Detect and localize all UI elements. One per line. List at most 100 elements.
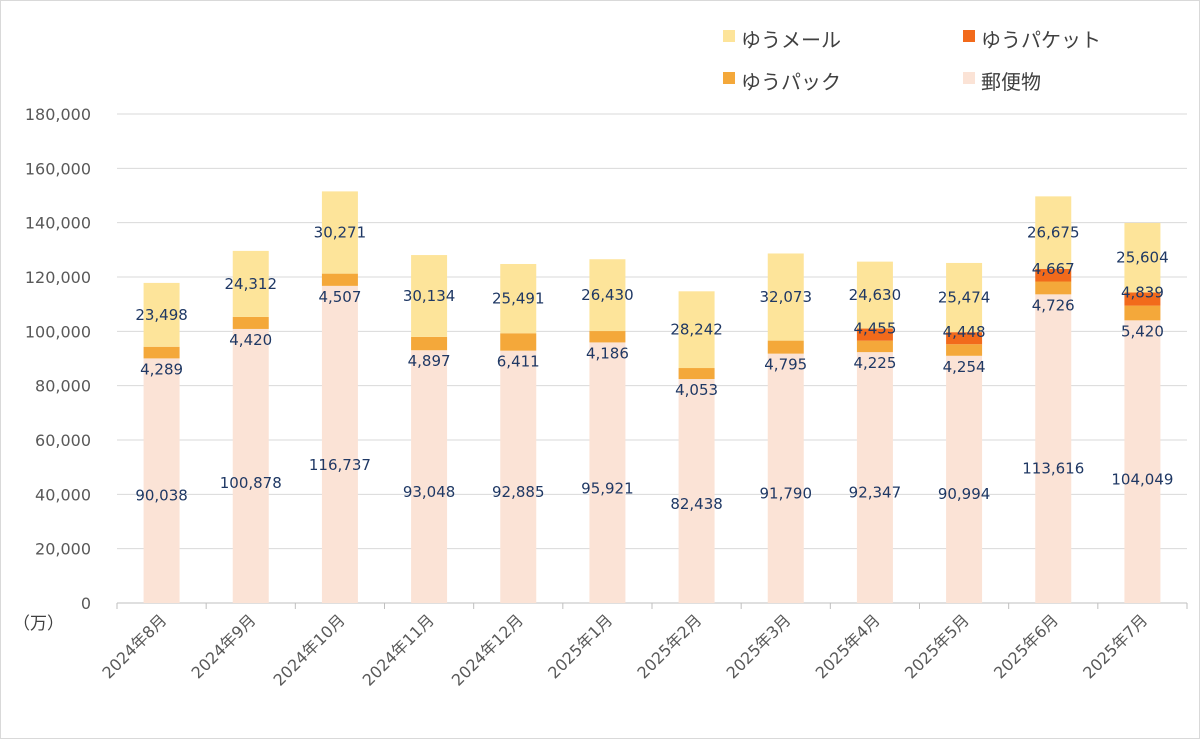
data-label: 25,604 [1116, 249, 1169, 267]
bar-segment [589, 259, 626, 332]
data-label: 4,289 [140, 360, 183, 378]
bar-segment [946, 262, 983, 333]
data-label: 5,420 [1121, 322, 1164, 340]
bar-segment [1035, 196, 1072, 269]
bar-segment [1124, 305, 1161, 321]
legend-label: ゆうパック [741, 70, 841, 94]
y-tick-label: 40,000 [35, 485, 91, 504]
y-tick-label: 100,000 [25, 322, 91, 341]
bar-segment [411, 336, 448, 351]
bar-segment [232, 250, 269, 317]
legend-swatch [963, 72, 975, 84]
y-tick-label: 60,000 [35, 431, 91, 450]
data-label: 90,994 [938, 485, 991, 503]
data-label: 95,921 [581, 480, 634, 498]
gridlines [116, 113, 1188, 609]
data-label: 26,430 [581, 286, 634, 304]
bar-segment [856, 261, 893, 329]
bar-segment [232, 316, 269, 329]
bar-segment [411, 255, 448, 337]
data-label: 4,667 [1032, 260, 1075, 278]
bar-segment [1124, 320, 1161, 603]
bar-segment [767, 253, 804, 341]
x-tick-label: 2024年10月 [269, 610, 348, 689]
data-label: 4,795 [764, 356, 807, 374]
data-label: 113,616 [1022, 459, 1084, 477]
y-tick-label: 180,000 [25, 105, 91, 124]
data-label: 4,186 [586, 344, 629, 362]
bar-segment [678, 379, 715, 603]
data-label: 104,049 [1111, 470, 1173, 488]
bar-segment [411, 350, 448, 603]
bar-segment [232, 328, 269, 603]
bar-segment [589, 331, 626, 343]
x-tick-label: 2025年7月 [1079, 610, 1151, 682]
data-label: 4,839 [1121, 283, 1164, 301]
x-tick-label: 2024年8月 [98, 610, 170, 682]
data-label: 4,507 [318, 288, 361, 306]
legend-label: ゆうメール [741, 28, 841, 52]
y-axis: 0 20,000 40,000 60,000 80,000 100,000 120,000 1… [25, 105, 91, 613]
bar-segment [946, 332, 983, 345]
data-label: 4,455 [853, 320, 896, 338]
y-tick-label: 120,000 [25, 268, 91, 287]
data-label: 25,474 [938, 289, 991, 307]
data-label: 30,271 [314, 224, 367, 242]
x-tick-label: 2025年5月 [901, 610, 973, 682]
data-label: 82,438 [670, 495, 723, 513]
bar-segment [1124, 222, 1161, 293]
bar-segment [856, 340, 893, 353]
bar-segment [1035, 268, 1072, 282]
bars [143, 191, 1161, 603]
bar-segment [856, 352, 893, 603]
data-label: 4,897 [408, 352, 451, 370]
y-tick-label: 160,000 [25, 159, 91, 178]
x-axis: 2024年8月 2024年9月 2024年10月 2024年11月 2024年12月 20… [98, 610, 1151, 689]
data-label: 32,073 [760, 288, 813, 306]
bar-segment [321, 273, 358, 286]
bar-segment [767, 340, 804, 354]
data-label: 4,225 [853, 354, 896, 372]
bar-segment [678, 368, 715, 380]
data-label: 90,038 [135, 486, 188, 504]
bar-segment [946, 344, 983, 356]
data-label: 4,254 [943, 358, 986, 376]
bar-segment [856, 328, 893, 341]
x-tick-label: 2025年6月 [990, 610, 1062, 682]
data-label: 100,878 [220, 474, 282, 492]
data-label: 26,675 [1027, 224, 1080, 242]
bar-segment [143, 282, 180, 347]
data-label: 4,420 [229, 331, 272, 349]
bar-segment [143, 346, 180, 359]
x-tick-label: 2024年12月 [448, 610, 527, 689]
bar-segment [767, 353, 804, 603]
bar-segment [321, 191, 358, 274]
data-label: 25,491 [492, 290, 545, 308]
bar-segment [1035, 294, 1072, 603]
bar-segment [1124, 292, 1161, 306]
y-tick-label: 20,000 [35, 540, 91, 559]
data-label: 91,790 [760, 484, 813, 502]
data-label: 30,134 [403, 287, 456, 305]
y-tick-label: 0 [81, 594, 91, 613]
x-tick-label: 2025年1月 [544, 610, 616, 682]
bar-segment [589, 342, 626, 603]
bar-segment [678, 291, 715, 369]
data-label: 4,726 [1032, 296, 1075, 314]
data-label: 24,312 [225, 275, 278, 293]
bar-segment [500, 350, 537, 603]
data-label: 23,498 [135, 306, 188, 324]
x-tick-label: 2024年9月 [188, 610, 260, 682]
legend-swatch [723, 72, 735, 84]
legend-swatch [963, 30, 975, 42]
data-label: 92,347 [849, 484, 902, 502]
data-label: 28,242 [670, 321, 723, 339]
y-tick-label: 80,000 [35, 377, 91, 396]
legend-label: 郵便物 [981, 70, 1041, 94]
data-label: 93,048 [403, 483, 456, 501]
data-label: 92,885 [492, 483, 545, 501]
data-label: 24,630 [849, 286, 902, 304]
